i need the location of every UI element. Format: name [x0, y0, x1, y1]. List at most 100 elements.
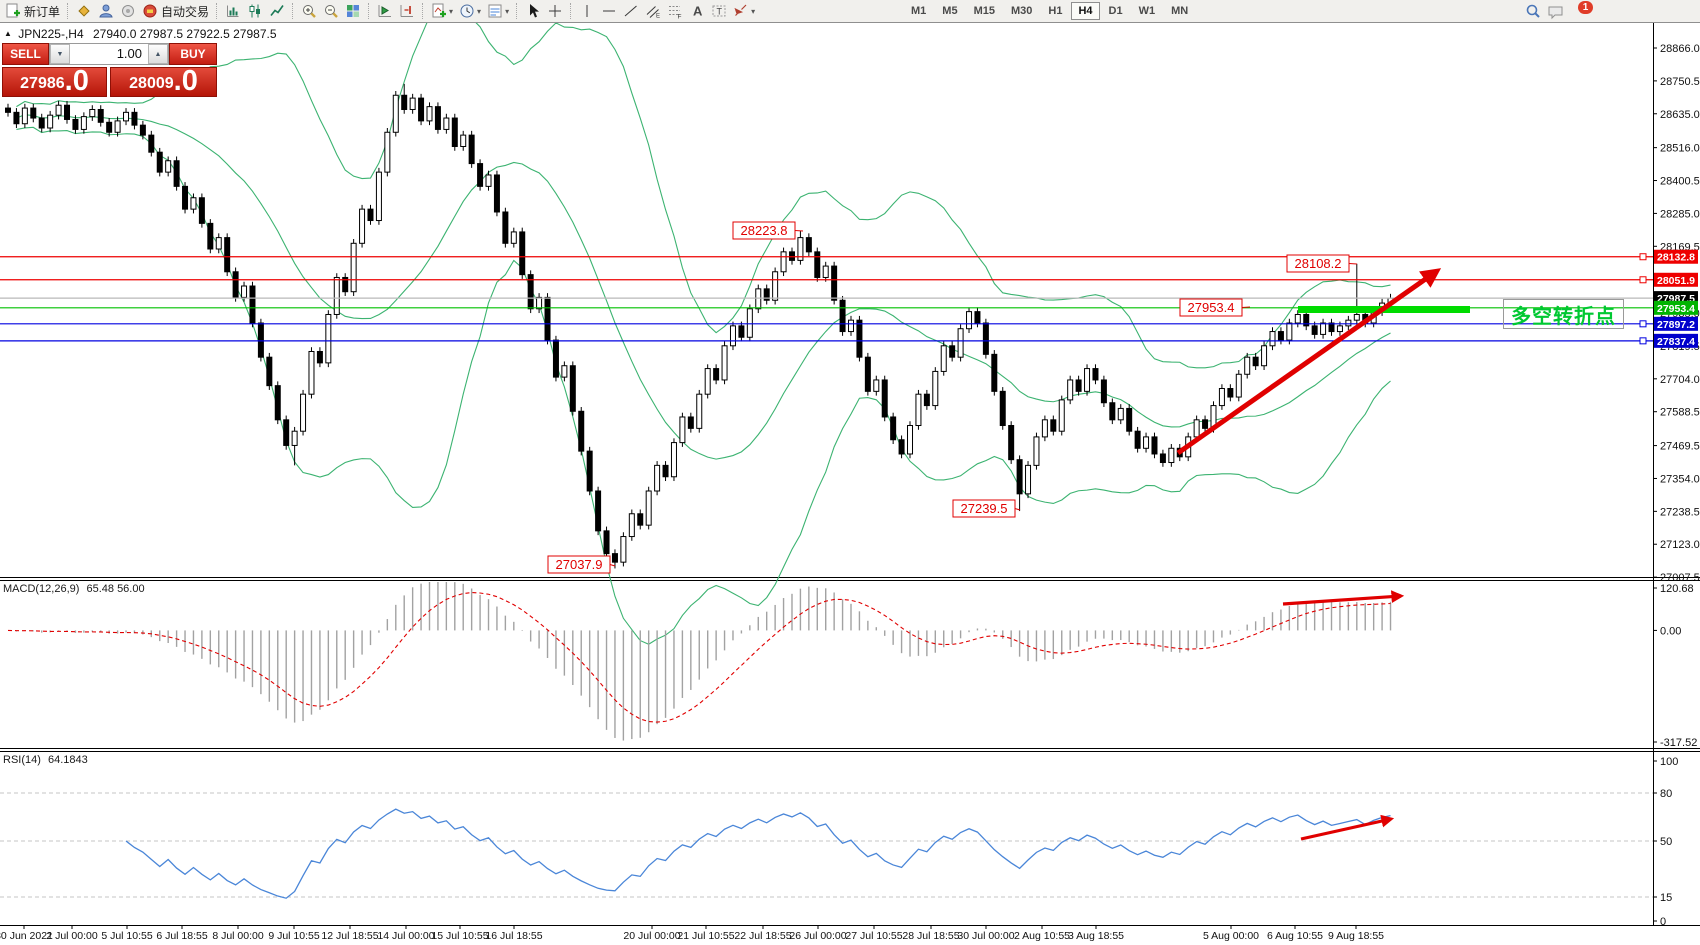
candle [637, 513, 644, 526]
candle [848, 319, 854, 333]
news-button[interactable] [117, 1, 139, 21]
time-axis-label: 9 Jul 10:55 [268, 930, 320, 942]
toolbar-right-group: 1 [1522, 0, 1593, 22]
horizontal-line-tool[interactable] [598, 1, 620, 21]
periods-icon [460, 4, 474, 18]
timeframe-h4-button[interactable]: H4 [1071, 2, 1100, 20]
time-axis-label: 6 Jul 18:55 [156, 930, 208, 942]
candle [620, 536, 627, 563]
trend-arrow[interactable] [1176, 268, 1442, 456]
candle [949, 345, 956, 358]
turning-point-annotation[interactable]: 多空转折点 [1503, 299, 1624, 329]
vertical-line-tool[interactable] [576, 1, 598, 21]
volume-decrease-button[interactable]: ▼ [50, 44, 70, 64]
candle [603, 530, 610, 555]
line-handle[interactable] [1639, 276, 1647, 284]
time-axis-label: 9 Aug 18:55 [1328, 930, 1384, 942]
timeframe-h1-button[interactable]: H1 [1048, 5, 1063, 17]
price-annotation-text: 27037.9 [556, 557, 603, 572]
line-handle[interactable] [1639, 337, 1647, 345]
bollinger-lower-band [16, 126, 1391, 645]
candle [982, 322, 989, 355]
price-annotation-box[interactable] [1286, 254, 1350, 273]
price-annotation-box[interactable] [547, 555, 611, 574]
candle [80, 116, 87, 130]
candle [1261, 345, 1268, 367]
timeframe-w1-button[interactable]: W1 [1138, 5, 1156, 17]
new-order-icon [6, 3, 20, 18]
candle [1058, 399, 1065, 432]
auto-scroll-button[interactable] [374, 1, 396, 21]
profile-button[interactable] [95, 1, 117, 21]
price-annotation-box[interactable] [952, 499, 1016, 518]
chart-shift-icon [400, 5, 414, 17]
notifications-icon[interactable]: 1 [1544, 1, 1593, 21]
volume-stepper: ▼ 1.00 ▲ [49, 43, 169, 65]
chevron-down-icon: ▾ [477, 6, 482, 16]
templates-button[interactable]: ▾ [484, 1, 512, 21]
candle [1218, 388, 1225, 407]
trend-arrow[interactable] [1300, 814, 1395, 841]
bar-chart-button[interactable] [222, 1, 244, 21]
volume-increase-button[interactable]: ▲ [148, 44, 168, 64]
price-annotation-box[interactable] [1179, 298, 1243, 317]
timeframe-d1-button[interactable]: D1 [1108, 5, 1123, 17]
candle [957, 328, 964, 358]
candle [300, 393, 307, 432]
fibonacci-tool[interactable]: F [664, 1, 686, 21]
indicators-icon [432, 3, 447, 18]
search-icon[interactable] [1522, 1, 1544, 21]
candle [1202, 419, 1209, 429]
turning-point-text: 多空转折点 [1511, 305, 1616, 328]
candle [966, 311, 973, 330]
candle [578, 410, 585, 452]
line-handle[interactable] [1639, 320, 1647, 328]
timeframe-m30-button[interactable]: M30 [1010, 5, 1033, 17]
candle [1008, 425, 1015, 461]
arrows-tool[interactable]: ▾ [730, 1, 758, 21]
candlestick-chart-button[interactable] [244, 1, 266, 21]
trendline-tool[interactable] [620, 1, 642, 21]
zoom-in-button[interactable] [298, 1, 320, 21]
auto-trading-button[interactable]: 自动交易 [139, 1, 212, 21]
timeframe-m15-button[interactable]: M15 [973, 5, 995, 17]
candle [527, 274, 534, 310]
periods-button[interactable]: ▾ [456, 1, 484, 21]
crosshair-tool[interactable] [544, 1, 566, 21]
candle [1092, 368, 1099, 381]
zoom-out-button[interactable] [320, 1, 342, 21]
price-annotation-box[interactable] [732, 221, 796, 240]
candle [1336, 325, 1343, 333]
candlestick-chart-icon [249, 4, 261, 18]
timeframe-m5-button[interactable]: M5 [942, 5, 958, 17]
channel-icon: E [646, 6, 660, 19]
channel-tool[interactable]: E [642, 1, 664, 21]
buy-price[interactable]: 28009.0 [110, 67, 217, 97]
svg-text:27238.5: 27238.5 [1660, 506, 1700, 518]
new-order-button[interactable]: 新订单 [2, 1, 63, 21]
svg-text:28635.0: 28635.0 [1660, 109, 1700, 121]
bollinger-middle-band [16, 114, 1391, 460]
sell-price[interactable]: 27986.0 [2, 67, 108, 97]
timeframe-mn-button[interactable]: MN [1171, 5, 1189, 17]
chart-shift-button[interactable] [396, 1, 418, 21]
line-handle[interactable] [1639, 253, 1647, 261]
buy-button[interactable]: BUY [169, 43, 217, 65]
svg-text:T: T [717, 7, 723, 17]
indicators-button[interactable]: ▾ [428, 1, 456, 21]
trend-arrow[interactable] [1282, 590, 1405, 606]
svg-text:28285.0: 28285.0 [1660, 208, 1700, 220]
label-tool[interactable]: T [708, 1, 730, 21]
text-tool[interactable]: A [686, 1, 708, 21]
candle [839, 299, 846, 333]
toolbar-button-label: 新订单 [24, 4, 61, 19]
sell-button[interactable]: SELL [2, 43, 49, 65]
favorites-button[interactable] [73, 1, 95, 21]
timeframe-m1-button[interactable]: M1 [911, 5, 927, 17]
cursor-tool[interactable] [522, 1, 544, 21]
tile-windows-button[interactable] [342, 1, 364, 21]
sell-price-main: 27986 [20, 75, 65, 92]
line-chart-button[interactable] [266, 1, 288, 21]
volume-input[interactable]: 1.00 [116, 46, 142, 61]
